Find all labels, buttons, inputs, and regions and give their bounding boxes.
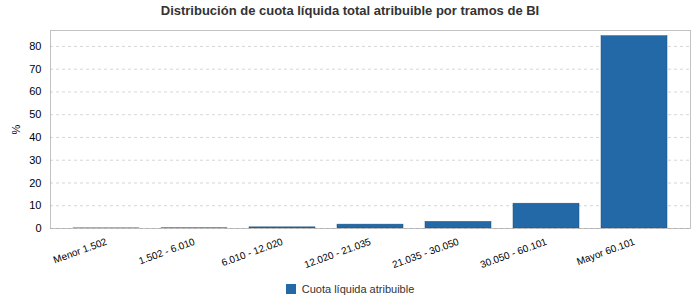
svg-text:40: 40 [29,131,41,143]
svg-text:60: 60 [29,85,41,97]
svg-text:70: 70 [29,63,41,75]
svg-text:30.050 - 60.101: 30.050 - 60.101 [479,236,549,270]
svg-text:6.010 - 12.020: 6.010 - 12.020 [220,236,285,269]
html-text:Distribución de cuota líquida: Distribución de cuota líquida total atri… [160,3,540,18]
svg-text:Menor 1.502: Menor 1.502 [52,236,109,266]
svg-text:Mayor 60.101: Mayor 60.101 [575,236,637,267]
svg-text:0: 0 [35,222,41,234]
svg-text:21.035 - 30.050: 21.035 - 30.050 [391,236,461,270]
svg-text:50: 50 [29,108,41,120]
svg-text:10: 10 [29,199,41,211]
svg-text:%: % [10,124,22,134]
html-text:Cuota líquida atribuible: Cuota líquida atribuible [301,283,415,295]
svg-text:1.502 - 6.010: 1.502 - 6.010 [137,236,197,267]
svg-text:80: 80 [29,40,41,52]
svg-text:20: 20 [29,177,41,189]
svg-text:12.020 - 21.035: 12.020 - 21.035 [303,236,373,270]
svg-text:30: 30 [29,154,41,166]
